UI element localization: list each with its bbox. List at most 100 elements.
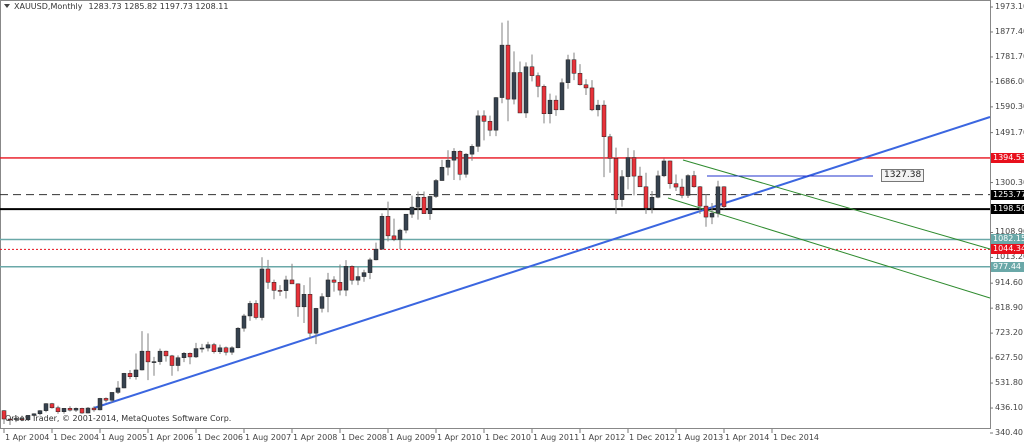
price-label-977.44: 977.44 [991,261,1024,272]
x-tick-label: 1 Dec 2008 [341,433,388,442]
y-tick-label: 914.60 [995,278,1023,288]
price-label-1198.50: 1198.50 [991,204,1024,215]
y-tick-label: 1590.30 [995,101,1024,111]
bull-candle [319,296,325,309]
bear-candle [505,44,511,100]
x-tick-label: 1 Dec 2010 [485,433,532,442]
x-tick-label: 1 Aug 2005 [101,433,148,442]
bull-candle [139,350,145,371]
bull-candle [625,157,631,177]
x-tick-label: 1 Dec 2006 [197,433,244,442]
price-label-1394.53: 1394.53 [991,152,1024,163]
bull-candle [685,175,691,196]
copyright-text: Orbex Trader, © 2001-2014, MetaQuotes So… [5,414,232,423]
bull-candle [313,308,319,334]
bull-candle [649,196,655,209]
bull-candle [379,216,385,250]
bull-candle [475,115,481,147]
price-label-1082.15: 1082.15 [991,234,1024,245]
bear-candle [679,186,685,196]
x-tick-label: 1 Aug 2011 [533,433,580,442]
x-tick-label: 1 Dec 2012 [629,433,676,442]
bull-candle [205,344,211,349]
bull-candle [109,392,115,401]
x-tick-label: 1 Apr 2012 [581,433,626,442]
bear-candle [691,175,697,188]
bear-candle [673,183,679,188]
bear-candle [331,279,337,283]
bull-candle [235,327,241,349]
bear-candle [487,121,493,131]
x-tick-label: 1 Apr 2006 [149,433,194,442]
symbol-label: XAUUSD,Monthly [14,2,83,11]
bull-candle [445,159,451,168]
bear-candle [349,266,355,281]
bear-candle [19,418,25,421]
y-tick-label: 1300.30 [995,177,1024,187]
y-tick-label: 1973.10 [995,2,1024,11]
bull-candle [157,350,163,362]
y-tick-label: 1013.20 [995,252,1024,262]
bear-candle [571,59,577,74]
y-tick-label: 1877.40 [995,26,1024,36]
bear-candle [307,294,313,334]
bull-candle [31,413,37,416]
dropdown-triangle-icon[interactable] [4,4,10,8]
x-tick-label: 1 Aug 2007 [245,433,292,442]
bull-candle [547,99,553,114]
bear-candle [7,418,13,421]
bear-candle [67,408,73,411]
bear-candle [79,408,85,414]
price-label-1253.77: 1253.77 [991,189,1024,200]
bull-candle [661,160,667,177]
x-tick-label: 1 Apr 2014 [725,433,770,442]
bull-candle [355,276,361,281]
bear-candle [589,87,595,111]
bull-candle [715,186,721,214]
bear-candle [631,157,637,177]
bear-candle [529,66,535,76]
bear-candle [421,196,427,214]
bear-candle [553,99,559,111]
bear-candle [667,160,673,184]
annotation-label-1327[interactable]: 1327.38 [881,169,925,183]
x-tick-label: 1 Aug 2009 [389,433,436,442]
bear-candle [607,136,613,159]
bear-candle [391,235,397,240]
bull-candle [43,403,49,411]
bear-candle [535,75,541,87]
bull-candle [97,398,103,411]
bull-candle [655,175,661,198]
bear-candle [295,283,301,308]
bull-candle [217,347,223,352]
bear-candle [637,175,643,188]
bear-candle [211,344,217,352]
bear-candle [265,268,271,283]
bear-candle [541,86,547,114]
price-label-1044.34: 1044.34 [991,244,1024,255]
x-tick-label: 1 Aug 2013 [677,433,724,442]
green-channel-upper [682,159,991,250]
bear-candle [613,158,619,200]
y-tick-label: 818.90 [995,303,1023,313]
bear-candle [271,282,277,291]
y-tick-label: 1781.70 [995,51,1024,61]
bull-candle [361,272,367,277]
bear-candle [187,353,193,358]
plot-frame [0,0,991,429]
y-tick-label: 531.80 [995,378,1023,388]
bull-candle [523,66,529,114]
y-tick-label: 723.20 [995,328,1023,338]
bull-candle [61,408,67,412]
bull-candle [13,418,19,420]
bull-candle [133,369,139,377]
bull-candle [343,266,349,291]
bull-candle [241,315,247,329]
bear-candle [277,290,283,292]
bear-candle [481,115,487,122]
bull-candle [73,408,79,411]
x-tick-label: 1 Apr 2004 [5,433,50,442]
bull-candle [247,303,253,317]
